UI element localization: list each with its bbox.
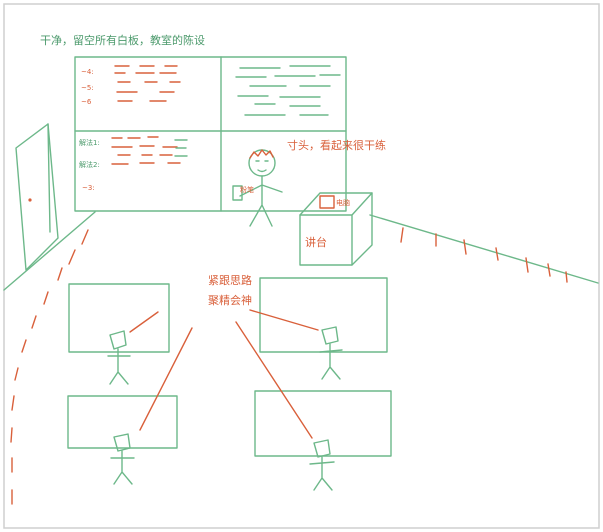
floor-line-right — [369, 214, 599, 284]
student-figure-3 — [110, 433, 135, 485]
student-figure-2 — [319, 326, 343, 380]
floor-line-left — [3, 211, 96, 291]
desk-back-left — [67, 395, 178, 449]
door-knob-icon — [28, 198, 32, 202]
right-wall-hatching — [400, 227, 568, 283]
sight-line-1 — [129, 311, 159, 333]
top-note: 干净，留空所有白板，教室的陈设 — [40, 33, 205, 47]
podium-label: 讲台 — [305, 235, 327, 249]
teacher-item-label: 粉笔 — [240, 185, 254, 194]
board-q3: ~6 — [81, 98, 92, 106]
student-note-line1: 紧跟思路 — [208, 274, 252, 287]
board-a3: ~3: — [82, 184, 95, 192]
blackboard: ~4: ~5: ~6 解法1: 解法2: ~3: — [74, 56, 347, 212]
sight-line-2 — [249, 309, 319, 331]
board-a1: 解法1: — [79, 138, 100, 147]
student-note-line2: 聚精会神 — [208, 293, 252, 307]
teacher-figure: 粉笔 — [232, 149, 283, 227]
door — [15, 123, 59, 271]
desk-front-left — [68, 283, 170, 353]
podium-box-label: 电脑 — [336, 198, 350, 207]
board-q2: ~5: — [81, 84, 94, 92]
desk-front-right — [259, 277, 388, 353]
student-figure-4 — [309, 439, 335, 491]
left-wall-hatching — [10, 229, 89, 505]
desk-back-right — [254, 390, 392, 457]
podium: 电脑 讲台 — [299, 192, 373, 266]
student-figure-1 — [107, 330, 131, 385]
teacher-note: 寸头，看起来很干练 — [287, 138, 386, 152]
sight-line-3 — [139, 327, 193, 431]
board-a2: 解法2: — [79, 160, 100, 169]
canvas-frame — [3, 3, 600, 529]
sight-line-4 — [235, 321, 313, 439]
board-q1: ~4: — [81, 68, 94, 76]
